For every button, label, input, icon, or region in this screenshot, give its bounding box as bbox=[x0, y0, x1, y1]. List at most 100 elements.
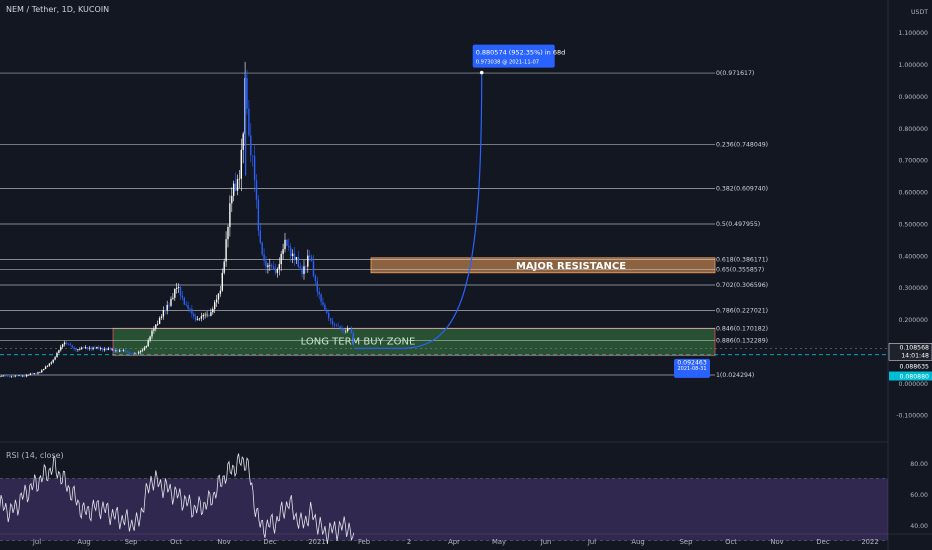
candle-body bbox=[41, 370, 43, 373]
time-tick-label: Oct bbox=[170, 538, 182, 546]
time-tick-label: 2021 bbox=[308, 538, 325, 546]
candle-body bbox=[350, 328, 353, 333]
price-tick-label: 0.900000 bbox=[898, 94, 928, 101]
candle-body bbox=[27, 374, 30, 376]
candle-body bbox=[4, 375, 7, 377]
candle-body bbox=[137, 352, 140, 354]
buy-zone-label: LONG TERM BUY ZONE bbox=[301, 337, 416, 348]
price-tick-label: 0.400000 bbox=[898, 253, 928, 260]
price-candles bbox=[0, 61, 355, 378]
low-main: 0.092463 bbox=[677, 360, 707, 367]
candle-body bbox=[198, 318, 201, 320]
time-axis[interactable]: Jul Aug Sep Oct Nov Dec 2021 Feb 2 Apr May Jun Jul Au… bbox=[32, 538, 879, 546]
candle-body bbox=[219, 290, 222, 294]
candle-body bbox=[352, 332, 355, 345]
candle-body bbox=[337, 325, 339, 327]
candle-body bbox=[225, 239, 227, 262]
candle-body bbox=[322, 301, 324, 305]
price-tick-label: 1.100000 bbox=[898, 30, 928, 37]
time-tick-label: Sep bbox=[680, 538, 693, 546]
candle-body bbox=[318, 291, 320, 295]
candle-body bbox=[164, 310, 166, 311]
candle-body bbox=[61, 344, 64, 347]
fib-label: 0.65(0.355857) bbox=[716, 266, 764, 273]
candle-body bbox=[339, 326, 341, 328]
candle-body bbox=[155, 324, 157, 329]
candle-body bbox=[134, 353, 136, 354]
candle-body bbox=[92, 347, 94, 350]
candle-body bbox=[14, 375, 16, 377]
candle-body bbox=[158, 318, 161, 324]
candle-body bbox=[343, 330, 345, 331]
time-tick-label: Dec bbox=[263, 538, 276, 546]
candle-body bbox=[345, 330, 347, 332]
candle-body bbox=[259, 230, 261, 243]
candle-body bbox=[261, 242, 263, 255]
candle-body bbox=[94, 347, 96, 349]
candle-body bbox=[160, 316, 163, 319]
candle-body bbox=[246, 78, 248, 109]
fib-label: 0.786(0.227021) bbox=[716, 307, 768, 314]
chart-title: NEM / Tether, 1D, KUCOIN bbox=[6, 5, 110, 14]
candle-body bbox=[141, 349, 144, 351]
candle-body bbox=[215, 299, 218, 303]
candle-body bbox=[327, 312, 330, 319]
candle-body bbox=[6, 376, 9, 377]
cyan-tag bbox=[889, 371, 932, 381]
rsi-band-fill bbox=[0, 478, 888, 541]
candle-body bbox=[96, 346, 98, 349]
currency-label: USDT bbox=[911, 9, 928, 16]
candle-body bbox=[346, 328, 349, 331]
candle-body bbox=[185, 304, 187, 306]
candle-body bbox=[212, 309, 214, 313]
candle-body bbox=[145, 346, 147, 348]
candle-body bbox=[0, 376, 1, 377]
price-tick-label: 0.300000 bbox=[898, 285, 928, 292]
candle-body bbox=[77, 349, 79, 350]
candle-body bbox=[8, 376, 11, 377]
candle-body bbox=[170, 298, 172, 306]
fib-label: 0.846(0.170182) bbox=[716, 326, 768, 333]
low-sub: 2021-08-31 bbox=[677, 366, 706, 372]
candle-body bbox=[126, 351, 128, 353]
candle-body bbox=[208, 314, 210, 316]
candle-body bbox=[120, 350, 123, 351]
rsi-line bbox=[0, 453, 355, 544]
candle-body bbox=[33, 373, 35, 374]
level-price: 0.088635 bbox=[899, 364, 929, 371]
candle-body bbox=[12, 376, 14, 378]
candle-body bbox=[305, 266, 307, 267]
projection-main: 0.880574 (952.35%) in 68d bbox=[476, 49, 566, 57]
candle-body bbox=[333, 324, 336, 326]
candle-body bbox=[60, 346, 62, 351]
fib-label: 1(0.024294) bbox=[716, 372, 754, 379]
candle-body bbox=[65, 342, 68, 344]
time-tick-label: Dec bbox=[816, 538, 829, 546]
candle-body bbox=[324, 304, 326, 311]
candle-body bbox=[99, 348, 102, 349]
candle-body bbox=[280, 253, 282, 265]
candle-body bbox=[257, 199, 260, 231]
candle-body bbox=[128, 351, 130, 354]
candle-body bbox=[149, 336, 151, 341]
candle-body bbox=[63, 342, 66, 345]
candle-body bbox=[48, 363, 51, 366]
candle-body bbox=[168, 304, 170, 306]
candle-body bbox=[42, 368, 45, 371]
candle-body bbox=[67, 343, 70, 345]
candle-body bbox=[276, 268, 279, 273]
candle-body bbox=[111, 348, 113, 350]
candle-body bbox=[263, 254, 265, 261]
candle-body bbox=[80, 347, 83, 350]
candle-body bbox=[238, 178, 241, 180]
candle-body bbox=[37, 372, 39, 374]
candle-body bbox=[115, 350, 117, 351]
candle-body bbox=[326, 310, 328, 313]
candle-body bbox=[272, 266, 275, 269]
fib-label: 0.886(0.132289) bbox=[716, 338, 768, 345]
candle-body bbox=[269, 265, 271, 266]
